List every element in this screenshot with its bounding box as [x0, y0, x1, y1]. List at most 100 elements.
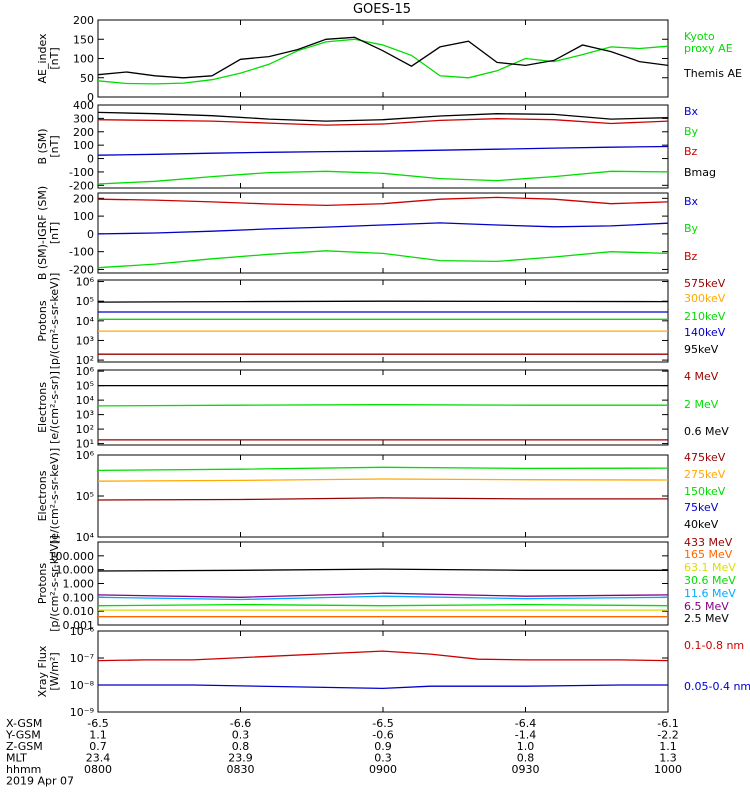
y-tick-label: 10.000: [56, 564, 95, 577]
footer-value: 0.7: [89, 740, 107, 753]
series-line-3: [97, 466, 669, 472]
y-tick-label: 50: [80, 72, 94, 85]
panel-6: 10⁴ 10⁵ 10⁶ Electrons[e/(cm²-s-sr-keV)] 475k…: [36, 448, 726, 544]
y-tick-label: -100: [69, 166, 94, 179]
y-tick-label: 10⁶: [76, 276, 95, 289]
series-line-3: [97, 118, 669, 126]
footer-value: -6.5: [372, 717, 393, 730]
legend-entry: 300keV: [684, 292, 726, 305]
legend-entry: 575keV: [684, 277, 726, 290]
y-tick-label: 100: [73, 139, 94, 152]
footer-value: 0930: [512, 763, 540, 776]
footer-value: -6.4: [515, 717, 536, 730]
legend-entry: 11.6 MeV: [684, 587, 736, 600]
footer-value: -6.6: [230, 717, 251, 730]
y-tick-label: 1.000: [63, 578, 95, 591]
y-axis-label: Xray Flux[W/m²]: [36, 645, 61, 697]
footer-value: 0.8: [232, 740, 250, 753]
footer-value: 0.3: [374, 752, 392, 765]
legend-entry: 0.05-0.4 nm: [684, 680, 750, 693]
series-line-2: [97, 250, 669, 269]
y-tick-label: 150: [73, 33, 94, 46]
legend-entry: Bmag: [684, 166, 716, 179]
footer-value: 0.3: [232, 729, 250, 742]
legend-entry: 30.6 MeV: [684, 574, 736, 587]
panel-4: 10² 10³ 10⁴ 10⁵ 10⁶ Protons[p/(cm²-s-sr-keV)]…: [36, 273, 726, 370]
y-axis-label: B (SM)[nT]: [36, 128, 61, 164]
legend-entry: 433 MeV: [684, 536, 733, 549]
y-tick-label: 0: [87, 91, 94, 104]
panel-1: 0 50 100 150 200 AE_index[nT] Kyoto proxy AE The…: [36, 14, 742, 104]
series-line-6: [97, 592, 669, 598]
footer-value: 1.0: [517, 740, 535, 753]
series-line-2: [97, 170, 669, 185]
date-label: 2019 Apr 07: [6, 775, 74, 788]
series-line-2: [97, 36, 669, 79]
legend-entry: 75keV: [684, 501, 719, 514]
footer-value: 23.9: [228, 752, 253, 765]
y-tick-label: 0: [87, 228, 94, 241]
footer-value: 0800: [84, 763, 112, 776]
legend-entry: Bz: [684, 250, 698, 263]
footer-row-label: Y-GSM: [5, 729, 41, 742]
footer-value: 0830: [227, 763, 255, 776]
footer-value: 0900: [369, 763, 397, 776]
y-tick-label: 0.010: [63, 605, 95, 618]
y-tick-label: 10³: [76, 409, 94, 422]
series-line-1: [97, 145, 669, 156]
series-line-1: [97, 650, 669, 662]
y-tick-label: 10²: [76, 423, 94, 436]
footer-value: 0.9: [374, 740, 392, 753]
ephemeris-footer: X-GSM -6.5 -6.6 -6.5 -6.4 -6.1 Y-GSM 1.1 0.3 -0.6…: [5, 717, 682, 788]
legend-entry: 210keV: [684, 310, 726, 323]
legend-entry: Bx: [684, 195, 699, 208]
panel-frame: [97, 19, 669, 98]
y-tick-label: 10⁻⁷: [70, 652, 94, 665]
y-tick-label: 100: [73, 210, 94, 223]
series-line-2: [98, 684, 668, 690]
y-tick-label: 10⁶: [76, 449, 95, 462]
panel-frame: [97, 541, 669, 626]
y-tick-label: -200: [69, 179, 94, 192]
series-line-1: [97, 497, 668, 501]
panel-frame: [97, 104, 669, 189]
series-line-2: [97, 478, 669, 482]
y-tick-label: 200: [73, 192, 94, 205]
y-axis-label: Electrons[e/(cm²-s-sr)]: [36, 371, 61, 444]
y-tick-label: 10¹: [76, 438, 94, 451]
y-tick-label: 10⁵: [76, 380, 94, 393]
series-line-3: [97, 196, 669, 207]
footer-value: 1.3: [659, 752, 677, 765]
y-tick-label: -100: [69, 246, 94, 259]
legend-entry: 2 MeV: [684, 398, 719, 411]
y-tick-label: 0: [87, 153, 94, 166]
y-tick-label: 10⁴: [76, 394, 95, 407]
y-tick-label: 10⁴: [76, 531, 95, 544]
plot-title: GOES-15: [353, 2, 411, 17]
y-tick-label: 200: [73, 14, 94, 27]
footer-value: 23.4: [86, 752, 111, 765]
legend-entry: 165 MeV: [684, 548, 733, 561]
legend-entry: 63.1 MeV: [684, 561, 736, 574]
y-tick-label: 200: [73, 126, 94, 139]
footer-value: 1.1: [89, 729, 107, 742]
legend-entry: 2.5 MeV: [684, 612, 729, 625]
legend-entry: 40keV: [684, 518, 719, 531]
series-line-4: [97, 603, 669, 607]
legend-entry: Bx: [684, 105, 699, 118]
legend-entry: Kyoto proxy AE: [684, 30, 733, 55]
y-tick-label: 10⁵: [76, 490, 94, 503]
y-tick-label: 0.001: [63, 619, 95, 632]
series-line-1: [97, 38, 669, 85]
legend-entry: 4 MeV: [684, 370, 719, 383]
y-tick-label: -200: [69, 263, 94, 276]
panel-8: 10⁻⁹ 10⁻⁸ 10⁻⁷ 10⁻⁶ Xray Flux[W/m²] 0.1-0.8 n…: [36, 625, 750, 719]
footer-row-label: MLT: [6, 752, 27, 765]
footer-value: -6.1: [657, 717, 678, 730]
footer-row-label: X-GSM: [6, 717, 42, 730]
y-axis-label: Protons[p/(cm²-s-sr-keV)]: [36, 535, 61, 632]
panel-frame: [97, 369, 669, 446]
